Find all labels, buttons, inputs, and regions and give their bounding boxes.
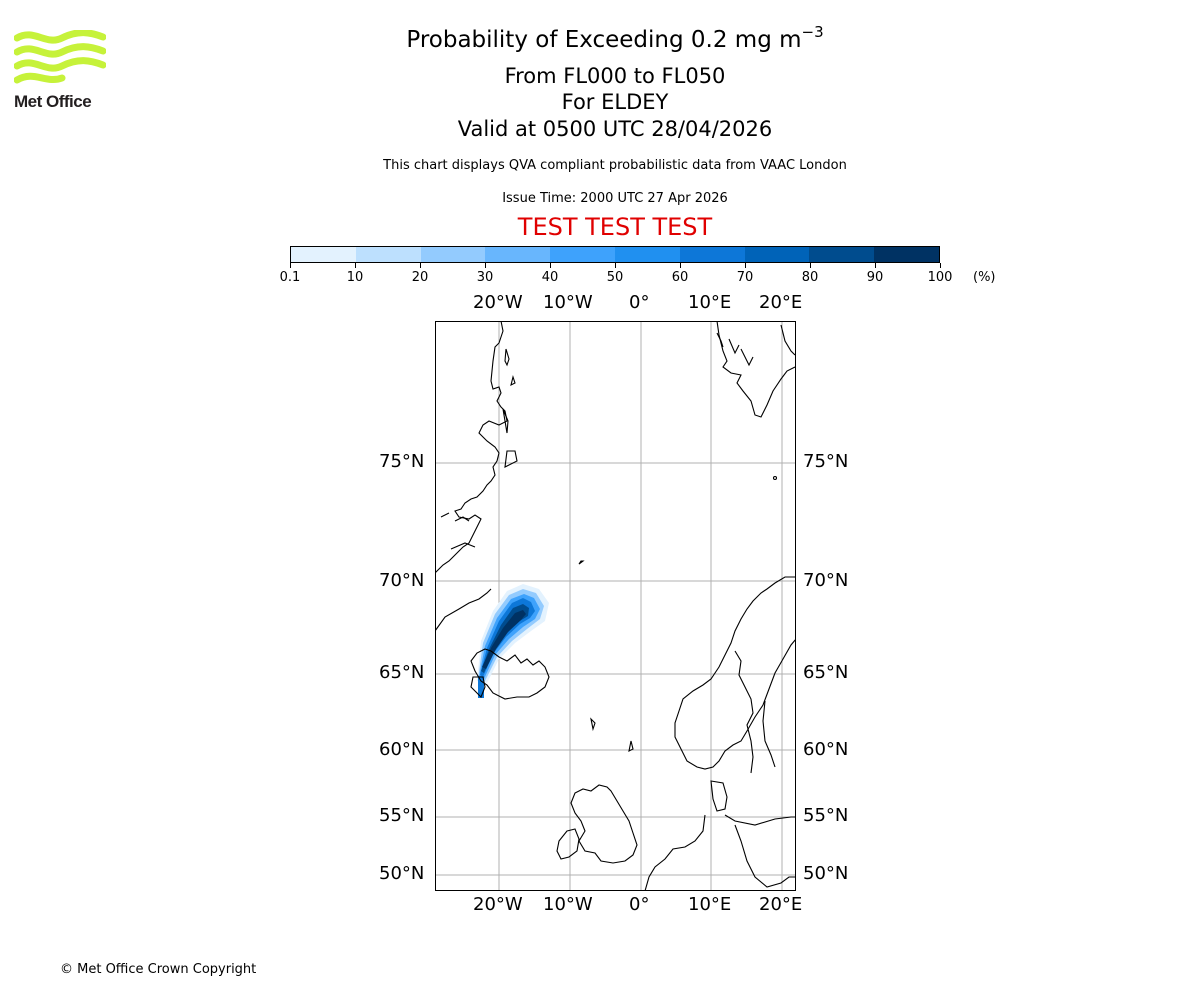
colorbar-segment [679,247,745,262]
colorbar-tick [420,263,421,268]
colorbar-tick-label: 80 [801,270,819,285]
lat-label-left-70n: 70°N [379,570,425,591]
colorbar-segment [550,247,615,262]
colorbar-segment [420,247,486,262]
lat-label-right-55n: 55°N [803,805,849,826]
colorbar-tick [875,263,876,268]
colorbar-tick-label: 60 [671,270,689,285]
colorbar-tick-label: 100 [927,270,953,285]
lon-label-top-0: 0° [629,292,650,313]
colorbar [290,246,940,263]
gridlines [435,321,796,891]
colorbar-segment [744,247,810,262]
lat-label-right-60n: 60°N [803,739,849,760]
lon-label-top-20w: 20°W [473,292,523,313]
title-superscript: −3 [801,23,824,41]
colorbar-tick [940,263,941,268]
copyright-notice: © Met Office Crown Copyright [60,962,257,977]
volcano-name: For ELDEY [561,90,669,114]
test-banner: TEST TEST TEST [517,213,713,241]
colorbar-segment [291,247,356,262]
lat-label-left-55n: 55°N [379,805,425,826]
colorbar-tick [745,263,746,268]
lon-label-top-10e: 10°E [688,292,732,313]
colorbar-segment [874,247,939,262]
lon-label-bottom-10w: 10°W [543,894,593,915]
issue-time: Issue Time: 2000 UTC 27 Apr 2026 [502,191,728,206]
lat-label-right-50n: 50°N [803,863,849,884]
lat-label-left-50n: 50°N [379,863,425,884]
colorbar-tick [485,263,486,268]
lat-label-left-65n: 65°N [379,662,425,683]
colorbar-tick [810,263,811,268]
lat-label-right-70n: 70°N [803,570,849,591]
met-office-waves-icon [13,29,107,84]
title-text: Probability of Exceeding 0.2 mg m [406,27,802,53]
colorbar-segment [355,247,421,262]
colorbar-tick-label: 0.1 [279,270,301,285]
colorbar-tick-label: 70 [736,270,754,285]
colorbar-tick [550,263,551,268]
lat-label-right-65n: 65°N [803,662,849,683]
flight-levels: From FL000 to FL050 [504,64,726,88]
colorbar-tick-label: 20 [411,270,429,285]
lon-label-bottom-0: 0° [629,894,650,915]
ash-plume [477,584,549,698]
lon-label-top-10w: 10°W [543,292,593,313]
colorbar-tick-label: 90 [866,270,884,285]
valid-time: Valid at 0500 UTC 28/04/2026 [457,117,773,141]
colorbar-tick-label: 50 [606,270,624,285]
map-panel [434,320,797,892]
colorbar-unit: (%) [973,270,996,285]
chart-description: This chart displays QVA compliant probab… [383,158,847,173]
lat-label-left-60n: 60°N [379,739,425,760]
lon-label-bottom-10e: 10°E [688,894,732,915]
colorbar-tick-label: 30 [476,270,494,285]
colorbar-tick [290,263,291,268]
logo-text: Met Office [14,92,92,111]
coastlines [434,320,797,892]
colorbar-tick [680,263,681,268]
colorbar-tick [355,263,356,268]
colorbar-tick-label: 40 [541,270,559,285]
colorbar-segment [809,247,875,262]
lon-label-bottom-20e: 20°E [759,894,803,915]
colorbar-segment [614,247,680,262]
lon-label-bottom-20w: 20°W [473,894,523,915]
chart-title: Probability of Exceeding 0.2 mg m−3 [0,23,1200,53]
map-canvas [434,320,797,892]
colorbar-tick-label: 10 [346,270,364,285]
lat-label-left-75n: 75°N [379,451,425,472]
met-office-logo: Met Office [13,29,110,114]
lon-label-top-20e: 20°E [759,292,803,313]
lat-label-right-75n: 75°N [803,451,849,472]
colorbar-segment [485,247,551,262]
colorbar-tick [615,263,616,268]
